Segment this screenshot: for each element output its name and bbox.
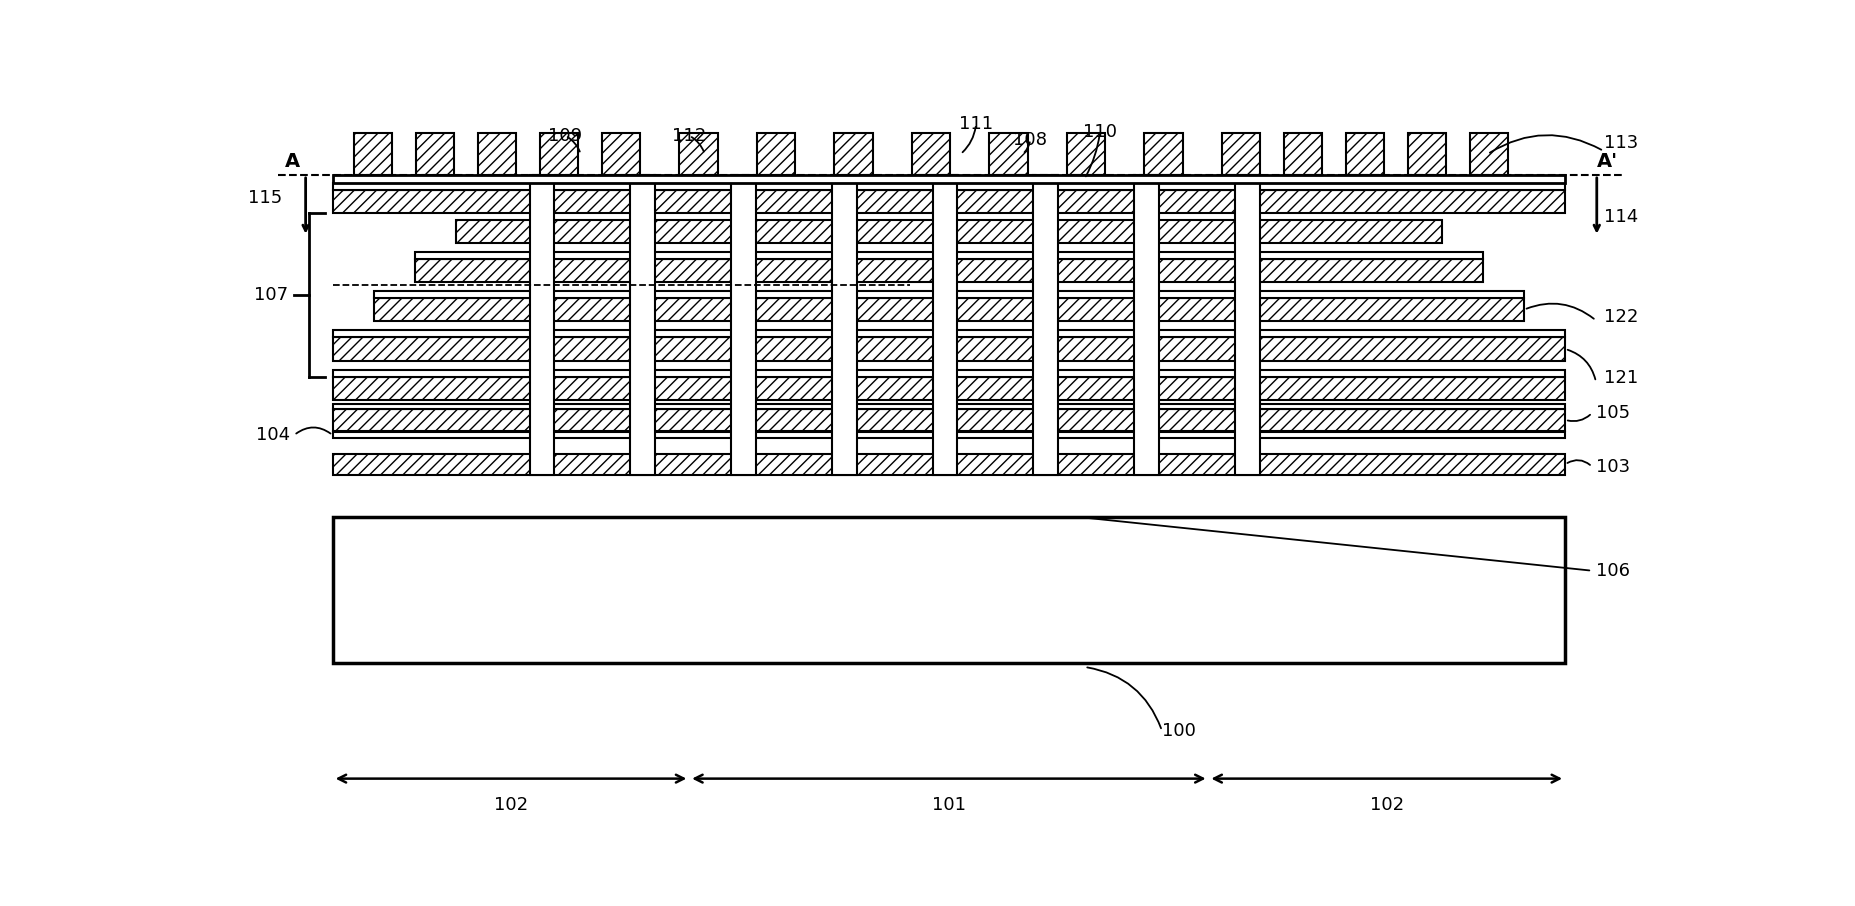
Bar	[529, 175, 555, 476]
Bar	[332, 454, 1564, 476]
Text: 110: 110	[1083, 123, 1117, 140]
Text: A': A'	[1595, 152, 1618, 171]
Text: 104: 104	[256, 426, 289, 444]
Bar	[416, 259, 1482, 282]
Bar	[332, 183, 1564, 189]
Text: 111: 111	[959, 115, 992, 133]
Bar	[540, 133, 579, 175]
Bar	[477, 133, 516, 175]
Bar	[332, 189, 1564, 213]
Bar	[1221, 133, 1260, 175]
Bar	[1284, 133, 1323, 175]
Text: 100: 100	[1161, 722, 1195, 740]
Text: 105: 105	[1595, 404, 1629, 422]
Bar	[1067, 133, 1106, 175]
Bar	[1234, 175, 1260, 476]
Bar	[833, 133, 872, 175]
Text: 103: 103	[1595, 458, 1629, 476]
Bar	[911, 133, 950, 175]
Bar	[332, 337, 1564, 361]
Bar	[989, 133, 1028, 175]
Text: 114: 114	[1603, 208, 1638, 226]
Text: 113: 113	[1603, 134, 1638, 152]
Bar	[332, 377, 1564, 400]
Bar	[332, 404, 1564, 409]
Bar	[831, 175, 857, 476]
Bar	[416, 133, 454, 175]
Bar	[931, 175, 957, 476]
Text: 108: 108	[1013, 130, 1046, 149]
Text: 109: 109	[547, 127, 582, 145]
Text: 106: 106	[1595, 562, 1629, 580]
Bar	[757, 133, 796, 175]
Bar	[332, 175, 1564, 183]
Text: 107: 107	[254, 285, 288, 304]
Bar	[631, 175, 655, 476]
Text: 122: 122	[1603, 308, 1638, 325]
Bar	[1133, 175, 1158, 476]
Bar	[416, 252, 1482, 259]
Bar	[332, 409, 1564, 430]
Text: 102: 102	[1369, 795, 1402, 814]
Bar	[332, 370, 1564, 377]
Text: 121: 121	[1603, 370, 1638, 387]
Text: 115: 115	[249, 189, 282, 207]
Text: 101: 101	[931, 795, 965, 814]
Text: A: A	[284, 152, 301, 171]
Bar	[679, 133, 718, 175]
Bar	[332, 432, 1564, 439]
Bar	[373, 291, 1523, 298]
Bar	[1469, 133, 1508, 175]
Bar	[1406, 133, 1445, 175]
Bar	[373, 298, 1523, 322]
Bar	[332, 516, 1564, 663]
Bar	[456, 219, 1441, 243]
Bar	[1345, 133, 1384, 175]
Bar	[601, 133, 640, 175]
Bar	[354, 133, 391, 175]
Bar	[1033, 175, 1057, 476]
Text: 102: 102	[493, 795, 529, 814]
Bar	[332, 331, 1564, 337]
Bar	[1143, 133, 1182, 175]
Bar	[731, 175, 755, 476]
Text: 112: 112	[672, 127, 707, 145]
